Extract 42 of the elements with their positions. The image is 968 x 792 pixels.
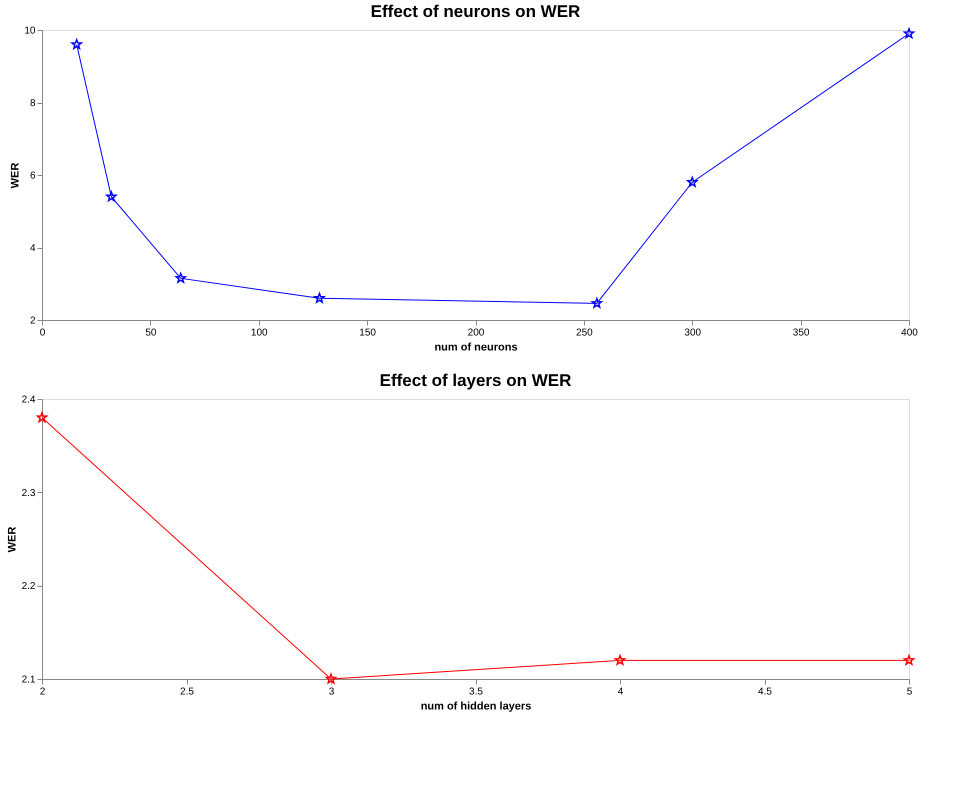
y-tick-label: 6 xyxy=(30,170,36,182)
point xyxy=(326,674,336,684)
point xyxy=(904,28,914,38)
point xyxy=(614,654,626,665)
x-tick-label: 250 xyxy=(576,328,594,338)
y-tick-label: 4 xyxy=(30,243,36,254)
y-tick-label: 2.4 xyxy=(22,394,36,406)
y-axis-title: WER xyxy=(6,526,19,552)
x-tick-label: 100 xyxy=(250,328,268,338)
x-axis-title: num of neurons xyxy=(434,342,518,354)
y-tick-label: 8 xyxy=(30,98,36,109)
y-tick-label: 2.3 xyxy=(22,488,36,499)
x-tick-label: 350 xyxy=(792,328,810,338)
chart-title: Effect of layers on WER xyxy=(380,371,572,390)
x-tick-label: 400 xyxy=(901,328,918,338)
y-tick-label: 10 xyxy=(24,26,36,36)
x-tick-label: 50 xyxy=(145,328,157,338)
point xyxy=(106,191,117,202)
y-axis-title: WER xyxy=(9,162,22,188)
x-tick-label: 4 xyxy=(618,686,624,698)
x-tick-label: 2.5 xyxy=(180,686,194,698)
y-tick-label: 2.2 xyxy=(22,581,36,592)
x-tick-label: 300 xyxy=(684,328,702,338)
x-tick-label: 5 xyxy=(906,686,913,698)
chart-title: Effect of neurons on WER xyxy=(370,2,580,21)
y-tick-label: 2.1 xyxy=(22,674,36,686)
point xyxy=(36,412,48,422)
point xyxy=(592,298,602,308)
point xyxy=(686,176,698,187)
x-tick-label: 150 xyxy=(359,328,376,338)
point xyxy=(904,654,914,665)
point xyxy=(71,39,82,50)
x-tick-label: 3.5 xyxy=(469,686,484,698)
point xyxy=(314,292,325,303)
x-tick-label: 2 xyxy=(40,686,46,698)
y-tick-label: 2 xyxy=(30,316,36,326)
point xyxy=(175,272,186,283)
x-tick-label: 0 xyxy=(40,328,46,338)
x-axis-title: num of hidden layers xyxy=(420,700,532,712)
x-tick-label: 200 xyxy=(468,328,485,338)
x-tick-label: 3 xyxy=(328,686,335,698)
x-tick-label: 4.5 xyxy=(758,686,772,698)
